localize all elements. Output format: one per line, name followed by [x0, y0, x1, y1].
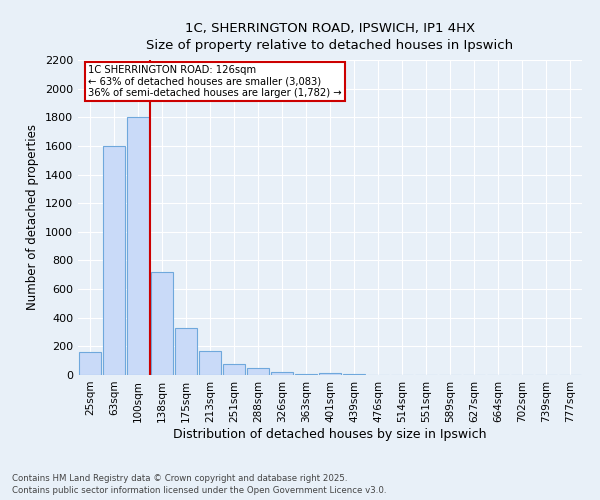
Title: 1C, SHERRINGTON ROAD, IPSWICH, IP1 4HX
Size of property relative to detached hou: 1C, SHERRINGTON ROAD, IPSWICH, IP1 4HX S…: [146, 22, 514, 52]
Bar: [151, 272, 173, 375]
Bar: [79, 352, 101, 375]
Bar: [343, 374, 365, 375]
X-axis label: Distribution of detached houses by size in Ipswich: Distribution of detached houses by size …: [173, 428, 487, 440]
Bar: [199, 352, 221, 375]
Text: 1C SHERRINGTON ROAD: 126sqm
← 63% of detached houses are smaller (3,083)
36% of : 1C SHERRINGTON ROAD: 126sqm ← 63% of det…: [88, 64, 342, 98]
Bar: [223, 364, 245, 375]
Bar: [319, 374, 341, 375]
Text: Contains HM Land Registry data © Crown copyright and database right 2025.
Contai: Contains HM Land Registry data © Crown c…: [12, 474, 386, 495]
Bar: [127, 118, 149, 375]
Y-axis label: Number of detached properties: Number of detached properties: [26, 124, 40, 310]
Bar: [295, 374, 317, 375]
Bar: [247, 368, 269, 375]
Bar: [175, 328, 197, 375]
Bar: [271, 372, 293, 375]
Bar: [103, 146, 125, 375]
